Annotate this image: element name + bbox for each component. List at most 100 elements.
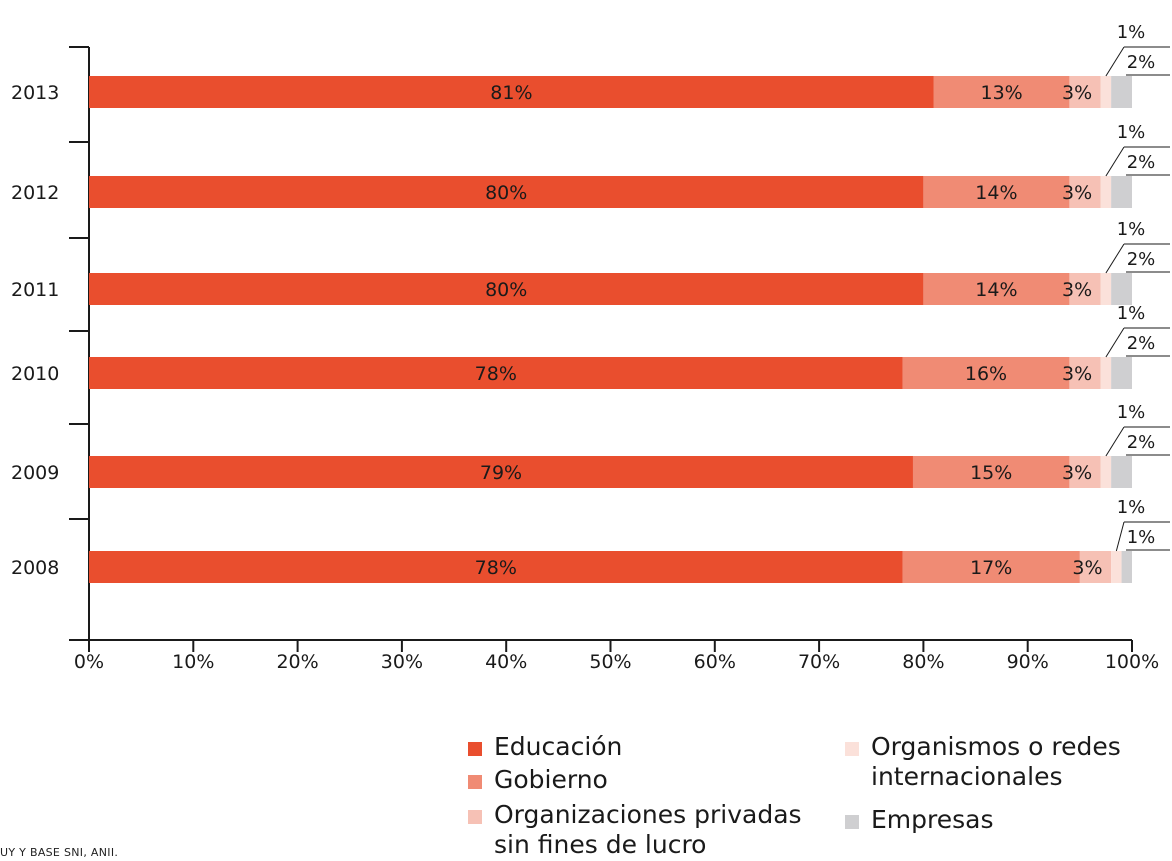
data-label-gobierno-2010: 16%	[965, 363, 1007, 385]
bar-organizaciones-privadas-sin-fines-de-lucro-2013	[1069, 76, 1101, 108]
leader-line-2012	[1105, 146, 1125, 177]
legend-item-organizaciones-privadas: Organizaciones privadas sin fines de luc…	[468, 800, 828, 860]
data-label-educacion-2012: 80%	[485, 182, 527, 204]
bar-educacion-2013	[89, 76, 934, 108]
bar-organizaciones-privadas-sin-fines-de-lucro-2012	[1069, 176, 1101, 208]
axes: 0% 10% 20% 30% 40% 50% 60% 70% 80% 90% 100% 2013 201…	[11, 46, 1159, 673]
data-label-empresas-2008: 1%	[1127, 527, 1156, 548]
legend-label-gobierno: Gobierno	[494, 765, 608, 794]
bars	[89, 76, 1132, 583]
bar-organismos-o-redes-internacionales-2011	[1100, 273, 1112, 305]
legend-label-educacion: Educación	[494, 732, 623, 761]
data-label-organismos-o-redes-internacionales-2011: 1%	[1117, 219, 1146, 240]
legend-swatch-gobierno	[468, 775, 482, 789]
data-label-organismos-o-redes-internacionales-2008: 1%	[1117, 497, 1146, 518]
bar-organismos-o-redes-internacionales-2008	[1111, 551, 1122, 583]
data-label-gobierno-2013: 13%	[981, 82, 1023, 104]
data-label-organizaciones-privadas-sin-fines-de-lucro-2011: 3%	[1062, 279, 1092, 301]
bar-gobierno-2008	[902, 551, 1080, 583]
legend-swatch-organismos-internacionales	[845, 742, 859, 756]
legend-swatch-empresas	[845, 815, 859, 829]
bar-gobierno-2013	[933, 76, 1070, 108]
bar-organismos-o-redes-internacionales-2009	[1100, 456, 1112, 488]
x-tick-label-4: 40%	[485, 651, 527, 673]
data-label-empresas-2011: 2%	[1127, 249, 1156, 270]
data-label-organizaciones-privadas-sin-fines-de-lucro-2009: 3%	[1062, 462, 1092, 484]
data-label-organizaciones-privadas-sin-fines-de-lucro-2013: 3%	[1062, 82, 1092, 104]
bar-empresas-2011	[1111, 273, 1132, 305]
bar-organismos-o-redes-internacionales-2010	[1100, 357, 1112, 389]
data-label-organizaciones-privadas-sin-fines-de-lucro-2008: 3%	[1072, 557, 1102, 579]
legend-item-empresas: Empresas	[845, 805, 994, 835]
data-label-organismos-o-redes-internacionales-2009: 1%	[1117, 402, 1146, 423]
legend-item-educacion: Educación	[468, 732, 622, 762]
bar-organizaciones-privadas-sin-fines-de-lucro-2011	[1069, 273, 1101, 305]
legend-label-organismos-internacionales: Organismos o redes internacionales	[871, 732, 1121, 791]
leader-line-2009	[1105, 426, 1125, 457]
y-tick-label-2008: 2008	[11, 557, 59, 579]
labels: 81% 13% 3% 1% 2% 80% 14% 3% 1% 2% 80% 14% 3% 1% 2% 78% 1…	[475, 22, 1170, 579]
legend-label-empresas: Empresas	[871, 805, 994, 834]
data-label-organismos-o-redes-internacionales-2013: 1%	[1117, 22, 1146, 43]
leader-line-2008	[1115, 521, 1125, 552]
y-tick-label-2009: 2009	[11, 462, 59, 484]
data-label-gobierno-2012: 14%	[975, 182, 1017, 204]
legend-swatch-organizaciones-privadas	[468, 810, 482, 824]
bar-organizaciones-privadas-sin-fines-de-lucro-2009	[1069, 456, 1101, 488]
bar-gobierno-2009	[912, 456, 1070, 488]
legend-item-organismos-internacionales: Organismos o redes internacionales	[845, 732, 1145, 792]
bar-organizaciones-privadas-sin-fines-de-lucro-2008	[1079, 551, 1112, 583]
data-label-organismos-o-redes-internacionales-2010: 1%	[1117, 303, 1146, 324]
x-tick-label-2: 20%	[276, 651, 318, 673]
x-tick-label-10: 100%	[1105, 651, 1159, 673]
bar-empresas-2008	[1121, 551, 1132, 583]
legend-label-organizaciones-privadas: Organizaciones privadas sin fines de luc…	[494, 800, 802, 859]
data-label-organizaciones-privadas-sin-fines-de-lucro-2012: 3%	[1062, 182, 1092, 204]
bar-gobierno-2011	[923, 273, 1070, 305]
data-label-gobierno-2011: 14%	[975, 279, 1017, 301]
x-tick-label-3: 30%	[381, 651, 423, 673]
x-tick-label-0: 0%	[74, 651, 104, 673]
x-tick-label-6: 60%	[694, 651, 736, 673]
chart: 0% 10% 20% 30% 40% 50% 60% 70% 80% 90% 100% 2013 201…	[11, 22, 1170, 673]
data-label-organizaciones-privadas-sin-fines-de-lucro-2010: 3%	[1062, 363, 1092, 385]
bar-empresas-2013	[1111, 76, 1132, 108]
data-label-educacion-2008: 78%	[475, 557, 517, 579]
bar-educacion-2011	[89, 273, 924, 305]
bar-organizaciones-privadas-sin-fines-de-lucro-2010	[1069, 357, 1101, 389]
legend-item-gobierno: Gobierno	[468, 765, 608, 795]
bar-educacion-2009	[89, 456, 913, 488]
source-note: UY Y BASE SNI, ANII.	[0, 846, 119, 859]
data-label-empresas-2009: 2%	[1127, 432, 1156, 453]
data-label-educacion-2013: 81%	[490, 82, 532, 104]
x-tick-label-1: 10%	[172, 651, 214, 673]
y-tick-label-2013: 2013	[11, 82, 59, 104]
y-tick-label-2012: 2012	[11, 182, 59, 204]
bar-empresas-2010	[1111, 357, 1132, 389]
data-label-educacion-2010: 78%	[475, 363, 517, 385]
leader-line-2013	[1105, 46, 1125, 77]
bar-educacion-2012	[89, 176, 924, 208]
bar-empresas-2009	[1111, 456, 1132, 488]
data-label-educacion-2009: 79%	[480, 462, 522, 484]
legend-swatch-educacion	[468, 742, 482, 756]
x-tick-label-7: 70%	[798, 651, 840, 673]
data-label-gobierno-2008: 17%	[970, 557, 1012, 579]
bar-gobierno-2010	[902, 357, 1070, 389]
bar-educacion-2010	[89, 357, 903, 389]
data-label-gobierno-2009: 15%	[970, 462, 1012, 484]
data-label-organismos-o-redes-internacionales-2012: 1%	[1117, 122, 1146, 143]
y-tick-label-2011: 2011	[11, 279, 59, 301]
y-tick-label-2010: 2010	[11, 363, 59, 385]
bar-educacion-2008	[89, 551, 903, 583]
bar-organismos-o-redes-internacionales-2013	[1100, 76, 1112, 108]
bar-gobierno-2012	[923, 176, 1070, 208]
x-tick-label-8: 80%	[902, 651, 944, 673]
leader-line-2011	[1105, 243, 1125, 274]
data-label-educacion-2011: 80%	[485, 279, 527, 301]
data-label-empresas-2012: 2%	[1127, 152, 1156, 173]
data-label-empresas-2010: 2%	[1127, 333, 1156, 354]
data-label-empresas-2013: 2%	[1127, 52, 1156, 73]
leader-line-2010	[1105, 327, 1125, 358]
bar-empresas-2012	[1111, 176, 1132, 208]
